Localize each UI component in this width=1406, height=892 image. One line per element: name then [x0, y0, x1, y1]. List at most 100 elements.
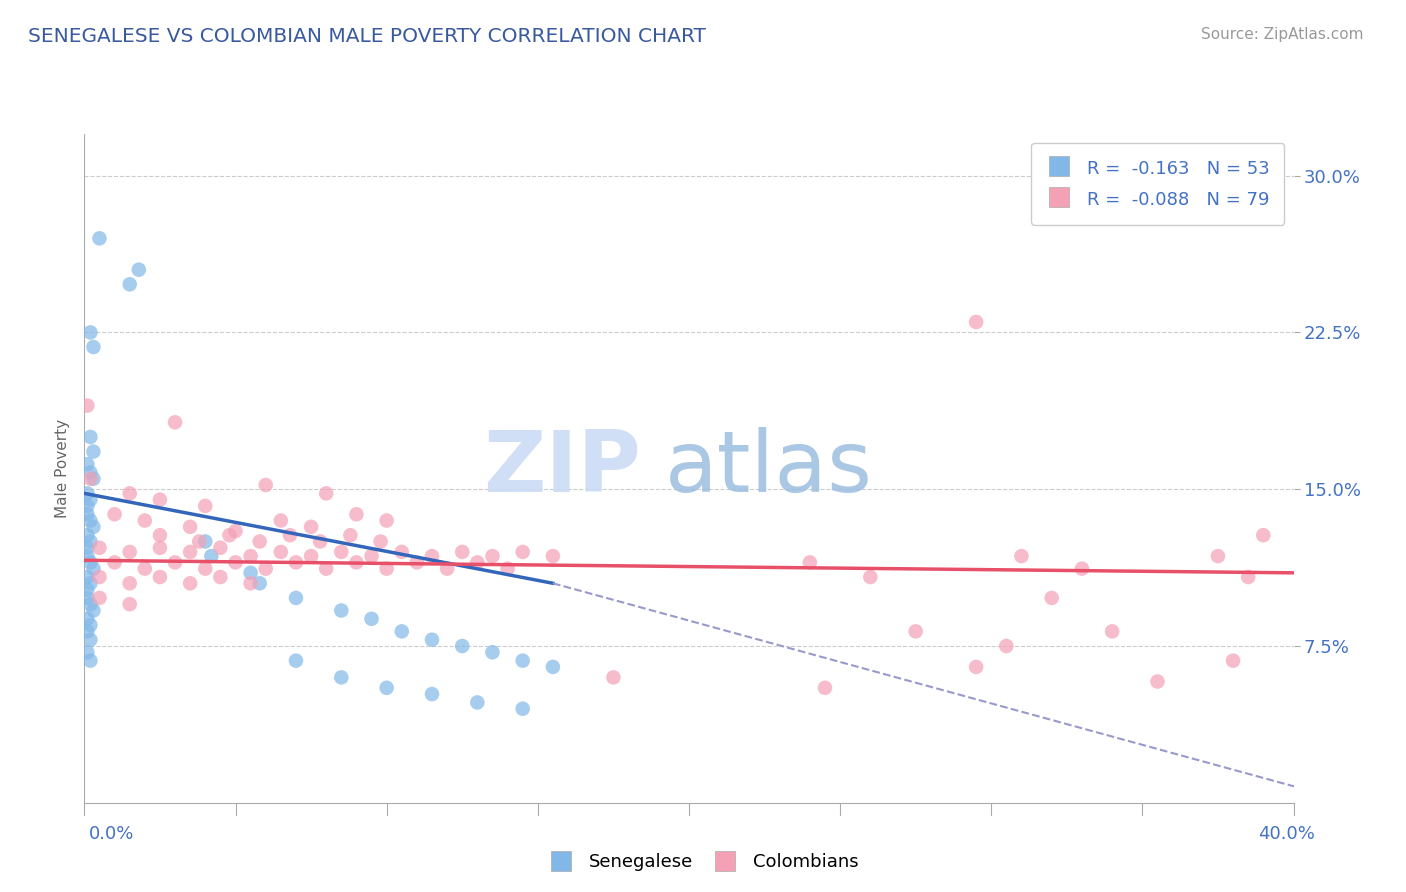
- Point: [541, 660, 564, 674]
- Point: [278, 528, 301, 542]
- Point: [134, 514, 156, 528]
- Point: [82, 562, 104, 576]
- Point: [194, 499, 217, 513]
- Point: [76, 549, 98, 563]
- Point: [149, 541, 172, 555]
- Point: [200, 549, 222, 563]
- Point: [76, 591, 98, 605]
- Point: [254, 562, 277, 576]
- Point: [1222, 654, 1244, 668]
- Point: [225, 555, 247, 569]
- Point: [118, 277, 141, 292]
- Point: [194, 562, 217, 576]
- Point: [149, 528, 172, 542]
- Point: [451, 545, 474, 559]
- Point: [76, 612, 98, 626]
- Point: [420, 687, 443, 701]
- Point: [165, 555, 187, 569]
- Point: [76, 457, 98, 471]
- Point: [79, 534, 101, 549]
- Text: SENEGALESE VS COLOMBIAN MALE POVERTY CORRELATION CHART: SENEGALESE VS COLOMBIAN MALE POVERTY COR…: [28, 27, 706, 45]
- Point: [76, 499, 98, 513]
- Point: [270, 514, 292, 528]
- Point: [118, 486, 141, 500]
- Point: [541, 549, 564, 563]
- Point: [309, 534, 332, 549]
- Point: [467, 555, 489, 569]
- Point: [330, 670, 353, 684]
- Point: [375, 562, 398, 576]
- Point: [299, 549, 322, 563]
- Point: [89, 591, 111, 605]
- Point: [285, 555, 308, 569]
- Point: [188, 534, 211, 549]
- Point: [285, 591, 308, 605]
- Text: atlas: atlas: [665, 426, 873, 510]
- Point: [79, 492, 101, 507]
- Point: [330, 603, 353, 617]
- Point: [512, 545, 534, 559]
- Text: 0.0%: 0.0%: [89, 825, 134, 843]
- Point: [179, 545, 201, 559]
- Point: [209, 541, 232, 555]
- Point: [602, 670, 624, 684]
- Point: [360, 612, 382, 626]
- Point: [239, 566, 262, 580]
- Point: [1253, 528, 1275, 542]
- Point: [89, 541, 111, 555]
- Point: [420, 632, 443, 647]
- Point: [346, 508, 368, 522]
- Point: [134, 562, 156, 576]
- Point: [1040, 591, 1063, 605]
- Point: [1101, 624, 1123, 639]
- Point: [104, 555, 127, 569]
- Point: [249, 576, 271, 591]
- Point: [76, 645, 98, 659]
- Point: [104, 508, 127, 522]
- Point: [79, 597, 101, 611]
- Point: [209, 570, 232, 584]
- Point: [254, 478, 277, 492]
- Point: [512, 702, 534, 716]
- Point: [79, 466, 101, 480]
- Point: [82, 444, 104, 458]
- Point: [965, 315, 987, 329]
- Point: [79, 555, 101, 569]
- Point: [76, 570, 98, 584]
- Point: [1237, 570, 1260, 584]
- Point: [270, 545, 292, 559]
- Point: [406, 555, 429, 569]
- Point: [467, 696, 489, 710]
- Point: [76, 582, 98, 597]
- Point: [118, 576, 141, 591]
- Point: [79, 654, 101, 668]
- Point: [79, 514, 101, 528]
- Point: [814, 681, 837, 695]
- Point: [904, 624, 927, 639]
- Point: [339, 528, 361, 542]
- Point: [89, 231, 111, 245]
- Point: [165, 415, 187, 429]
- Point: [76, 399, 98, 413]
- Point: [481, 549, 503, 563]
- Point: [82, 520, 104, 534]
- Point: [512, 654, 534, 668]
- Point: [451, 639, 474, 653]
- Point: [249, 534, 271, 549]
- Point: [179, 520, 201, 534]
- Point: [79, 576, 101, 591]
- Point: [82, 340, 104, 354]
- Point: [375, 514, 398, 528]
- Point: [436, 562, 458, 576]
- Point: [391, 545, 413, 559]
- Point: [149, 492, 172, 507]
- Point: [360, 549, 382, 563]
- Point: [239, 549, 262, 563]
- Point: [79, 430, 101, 444]
- Point: [1071, 562, 1094, 576]
- Point: [496, 562, 519, 576]
- Point: [218, 528, 240, 542]
- Point: [79, 618, 101, 632]
- Text: ZIP: ZIP: [482, 426, 641, 510]
- Point: [315, 486, 337, 500]
